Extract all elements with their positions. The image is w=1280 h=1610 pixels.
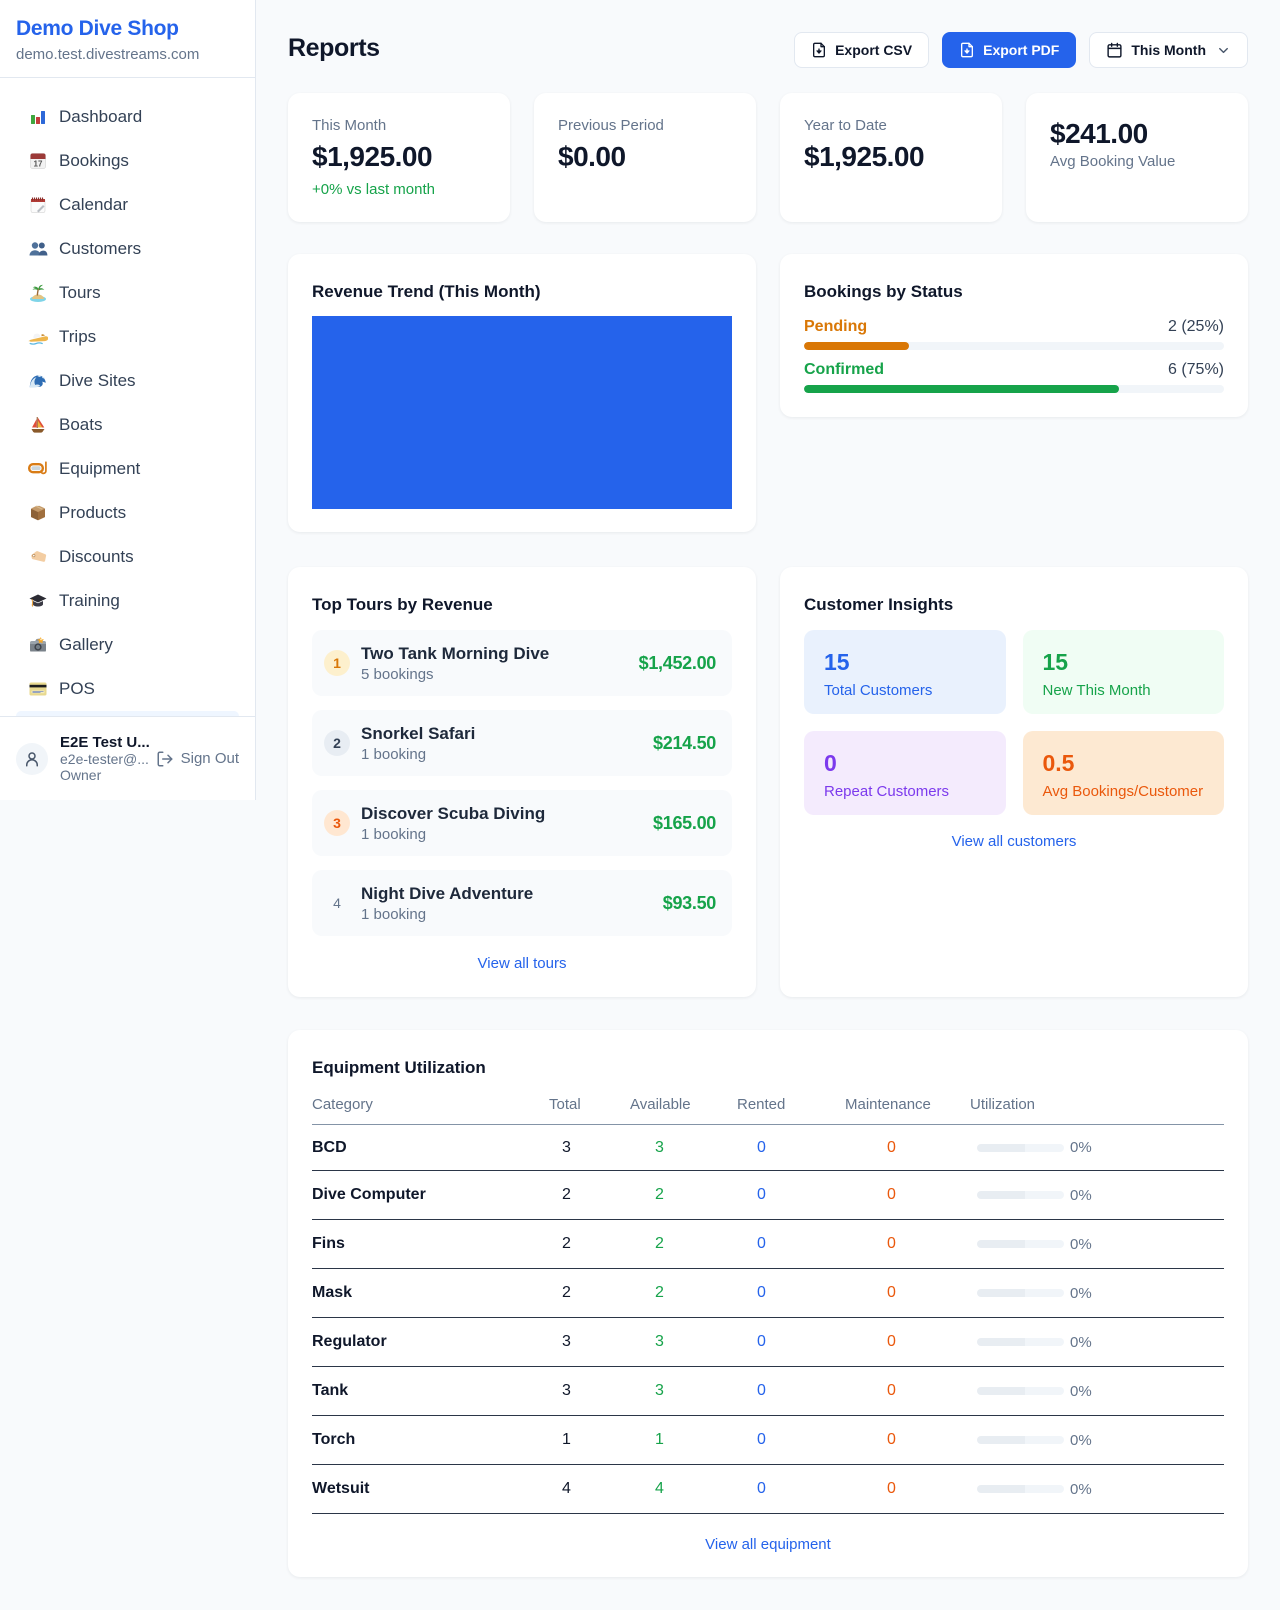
svg-text:17: 17 <box>34 160 43 169</box>
